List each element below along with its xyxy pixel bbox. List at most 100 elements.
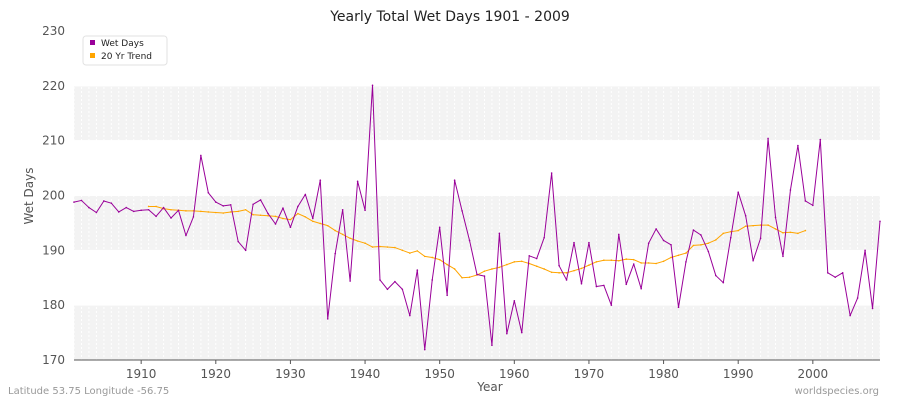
wet-days-point <box>364 209 366 212</box>
wet-days-point <box>200 154 202 157</box>
wet-days-point <box>685 261 687 263</box>
wet-days-point <box>438 226 441 229</box>
wet-days-point <box>849 314 851 317</box>
trend-point <box>483 270 486 272</box>
wet-days-point <box>804 200 807 202</box>
wet-days-point <box>722 281 725 284</box>
trend-point <box>297 212 299 215</box>
wet-days-point <box>662 239 665 242</box>
trend-point <box>386 246 389 248</box>
wet-days-point <box>73 201 75 203</box>
wet-days-point <box>558 264 560 267</box>
wet-days-point <box>103 200 105 202</box>
trend-point <box>274 215 277 218</box>
trend-point <box>252 213 254 216</box>
trend-point <box>341 233 344 236</box>
wet-days-point <box>244 249 247 252</box>
wet-days-point <box>864 249 866 252</box>
x-tick-label: 1930 <box>275 367 306 381</box>
trend-point <box>423 255 426 258</box>
trend-point <box>222 212 225 214</box>
trend-point <box>722 232 725 235</box>
trend-point <box>438 258 441 261</box>
wet-days-point <box>386 288 389 291</box>
trend-point <box>595 261 598 263</box>
trend-point <box>312 220 314 223</box>
wet-days-point <box>841 272 844 274</box>
wet-days-point <box>237 240 239 243</box>
wet-days-point <box>655 228 657 230</box>
trend-point <box>625 258 628 260</box>
trend-point <box>744 225 747 228</box>
wet-days-point <box>431 279 434 281</box>
wet-days-point <box>95 211 98 214</box>
legend: Wet Days 20 Yr Trend <box>82 35 168 66</box>
footer-location: Latitude 53.75 Longitude -56.75 <box>8 386 169 397</box>
trend-point <box>259 214 262 217</box>
wet-days-point <box>715 274 717 277</box>
wet-days-point <box>491 344 493 346</box>
wet-days-point <box>744 214 747 217</box>
wet-days-point <box>80 199 83 202</box>
wet-days-point <box>349 280 351 282</box>
trend-point <box>520 260 523 263</box>
trend-point <box>349 237 351 240</box>
wet-days-point <box>312 217 314 220</box>
y-tick-label: 230 <box>42 24 65 38</box>
x-axis-ticks: 1910 1920 1930 1940 1950 1960 1970 1980 1990 2000 <box>126 360 828 381</box>
trend-point <box>588 264 590 266</box>
wet-days-point <box>446 294 448 297</box>
wet-days-point <box>603 284 605 287</box>
wet-days-point <box>289 226 292 229</box>
wet-days-point <box>625 283 628 286</box>
wet-days-point <box>334 252 337 255</box>
wet-days-point <box>729 236 732 239</box>
wet-days-point <box>468 239 471 242</box>
wet-days-point <box>640 287 642 290</box>
wet-days-point <box>819 138 822 141</box>
trend-point <box>155 205 157 208</box>
x-tick-label: 1980 <box>648 367 679 381</box>
trend-point <box>767 224 769 226</box>
x-tick-label: 1990 <box>723 367 754 381</box>
wet-days-point <box>565 279 568 281</box>
wet-days-point <box>394 280 396 283</box>
wet-days-point <box>879 220 881 223</box>
wet-days-point <box>207 191 210 194</box>
trend-point <box>334 229 337 232</box>
wet-days-point <box>453 179 456 181</box>
trend-point <box>431 256 434 259</box>
wet-days-point <box>423 348 426 351</box>
wet-days-point <box>610 304 613 306</box>
wet-days-point <box>476 273 478 276</box>
legend-label-wet-days: Wet Days <box>101 39 144 49</box>
trend-point <box>707 242 710 245</box>
trend-point <box>214 211 217 214</box>
wet-days-point <box>110 202 113 204</box>
trend-point <box>558 272 560 274</box>
trend-point <box>729 230 732 233</box>
x-tick-label: 1970 <box>574 367 605 381</box>
y-axis-ticks: 170 180 190 200 210 220 230 <box>42 24 65 367</box>
wet-days-point <box>252 203 254 206</box>
wet-days-point <box>670 244 672 246</box>
trend-point <box>267 214 269 217</box>
wet-days-point <box>341 208 344 211</box>
x-tick-label: 1910 <box>126 367 157 381</box>
wet-days-point <box>461 210 463 212</box>
trend-point <box>580 267 583 270</box>
trend-point <box>409 252 411 254</box>
wet-days-point <box>132 210 135 213</box>
wet-days-point <box>222 205 225 207</box>
y-axis-title: Wet Days <box>22 167 36 224</box>
wet-days-point <box>573 241 575 244</box>
wet-days-point <box>140 209 142 212</box>
wet-days-point <box>229 204 232 206</box>
wet-days-point <box>274 223 277 225</box>
wet-days-point <box>767 137 769 140</box>
wet-days-point <box>647 242 650 245</box>
wet-days-point <box>267 212 269 215</box>
trend-point <box>513 261 516 263</box>
legend-swatch-wet-days <box>90 40 95 45</box>
wet-days-point <box>297 205 299 208</box>
